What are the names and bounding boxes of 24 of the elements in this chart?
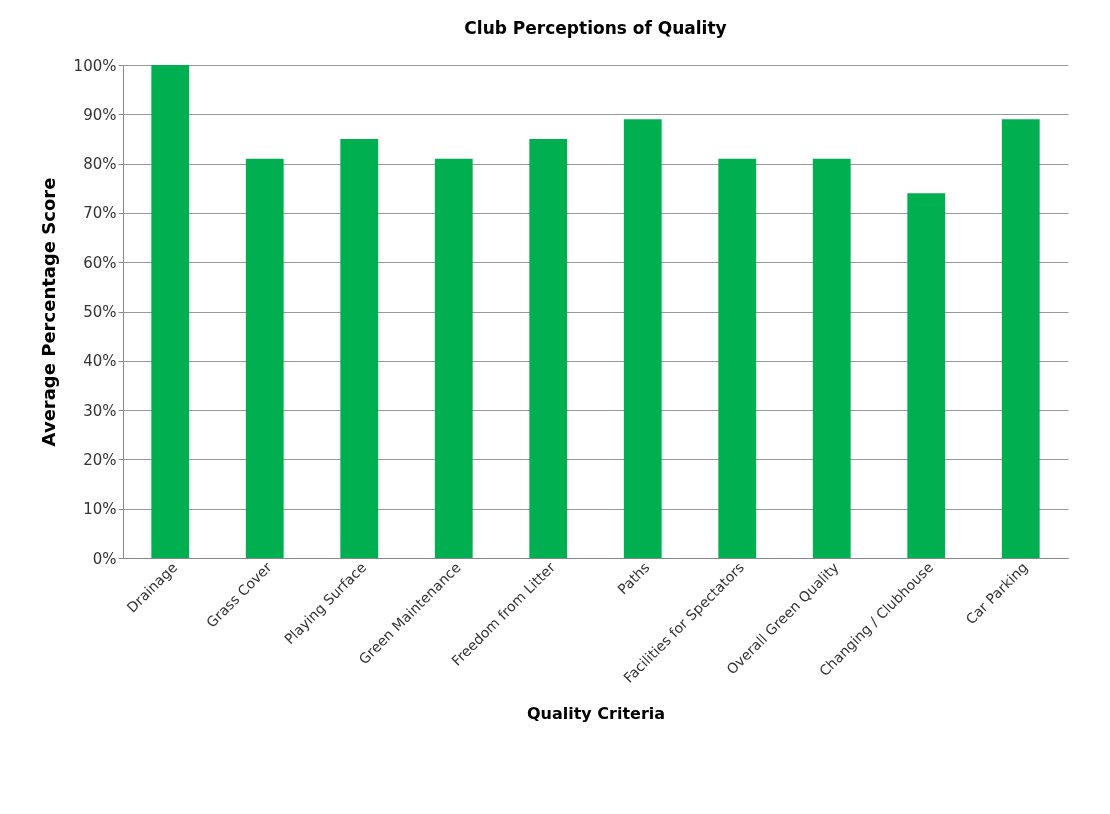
y-tick-label: 30% <box>83 401 117 420</box>
bar <box>340 138 379 558</box>
bar <box>718 158 757 558</box>
bar <box>434 158 473 558</box>
bar <box>151 65 190 558</box>
bar <box>623 119 662 558</box>
y-tick-label: 0% <box>92 549 117 568</box>
y-tick-label: 10% <box>83 500 117 519</box>
bar <box>1001 119 1040 558</box>
bar <box>907 193 946 558</box>
y-tick-label: 60% <box>83 253 117 272</box>
x-axis-title: Quality Criteria <box>526 703 666 723</box>
y-axis-title: Average Percentage Score <box>37 177 59 447</box>
bar <box>529 138 568 558</box>
y-tick-label: 100% <box>73 56 117 75</box>
y-tick-label: 80% <box>83 155 117 174</box>
y-tick-label: 50% <box>83 303 117 321</box>
bar <box>812 158 851 558</box>
y-tick-label: 20% <box>83 450 117 469</box>
y-tick-label: 90% <box>83 105 117 124</box>
y-tick-label: 40% <box>83 352 117 371</box>
bar <box>245 158 284 558</box>
chart-title: Club Perceptions of Quality <box>464 18 727 38</box>
y-tick-label: 70% <box>83 204 117 223</box>
